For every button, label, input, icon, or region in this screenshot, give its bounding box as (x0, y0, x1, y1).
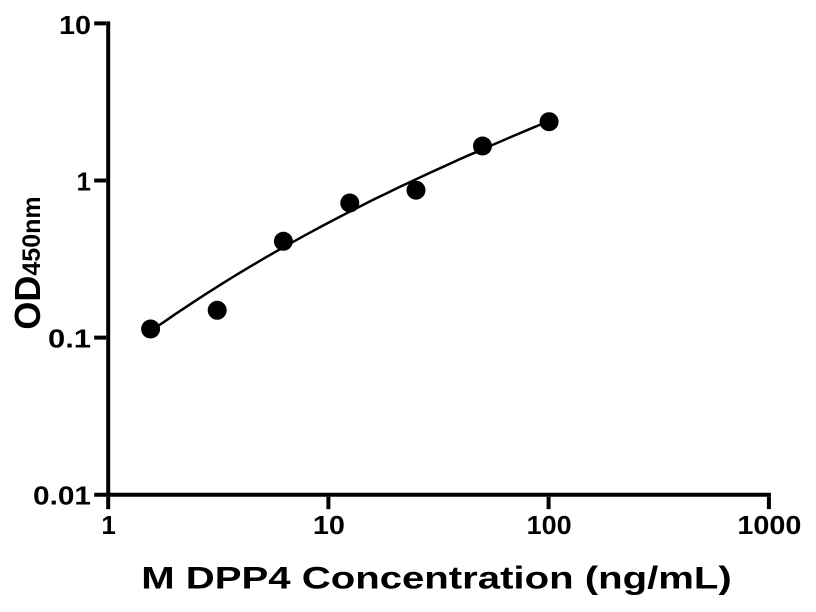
svg-text:1000: 1000 (737, 510, 801, 540)
svg-text:10: 10 (313, 510, 345, 540)
svg-text:100: 100 (527, 510, 572, 540)
svg-text:1: 1 (77, 167, 91, 197)
svg-text:10: 10 (59, 10, 91, 40)
svg-text:0.01: 0.01 (33, 481, 91, 511)
svg-text:OD450nm: OD450nm (7, 196, 48, 329)
svg-text:M DPP4 Concentration (ng/mL): M DPP4 Concentration (ng/mL) (141, 559, 732, 595)
svg-text:1: 1 (101, 510, 115, 540)
svg-text:0.1: 0.1 (48, 323, 91, 353)
